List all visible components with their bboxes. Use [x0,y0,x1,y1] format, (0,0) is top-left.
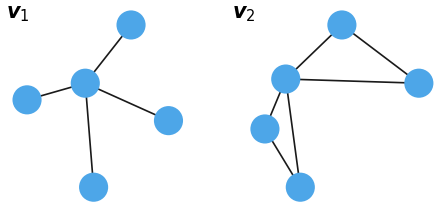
Circle shape [250,114,279,144]
Text: $\boldsymbol{v}_1$: $\boldsymbol{v}_1$ [6,4,30,24]
Circle shape [154,106,183,135]
Circle shape [79,173,108,202]
Circle shape [117,10,145,40]
Circle shape [71,69,100,98]
Circle shape [328,10,356,40]
Circle shape [12,85,42,114]
Text: $\boldsymbol{v}_2$: $\boldsymbol{v}_2$ [232,4,255,24]
Circle shape [286,173,315,202]
Circle shape [271,64,300,94]
Circle shape [404,69,434,98]
